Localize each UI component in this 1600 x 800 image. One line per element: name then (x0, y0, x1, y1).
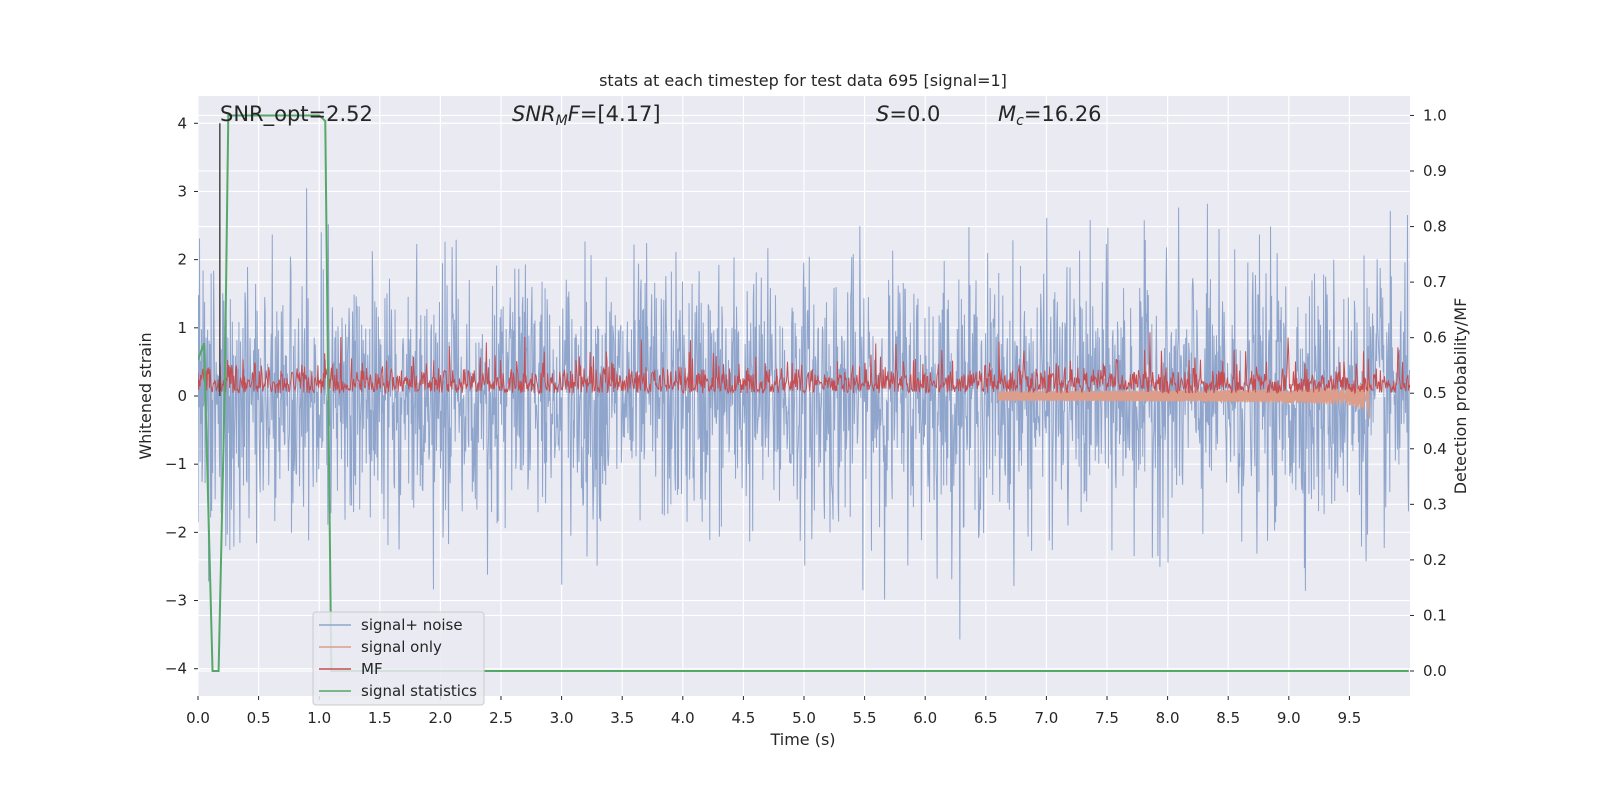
y-tick-label: 2 (177, 251, 187, 269)
x-tick-label: 2.0 (428, 709, 452, 727)
x-tick-label: 4.5 (731, 709, 755, 727)
y-tick-label: 1 (177, 319, 187, 337)
legend-label-signal-noise: signal+ noise (361, 616, 463, 634)
y-tick-label: 3 (177, 182, 187, 200)
y2-tick-label: 0.1 (1423, 606, 1447, 624)
series-signal-noise (198, 188, 1410, 640)
y-tick-label: −3 (165, 592, 187, 610)
x-tick-label: 8.0 (1156, 709, 1180, 727)
x-tick-label: 3.0 (550, 709, 574, 727)
x-tick-label: 8.5 (1216, 709, 1240, 727)
y-tick-label: −2 (165, 523, 187, 541)
annotation-snr-mf: SNRMF=[4.17] (512, 102, 661, 129)
legend: signal+ noise signal only MF signal stat… (312, 611, 485, 706)
y2-tick-label: 0.3 (1423, 495, 1447, 513)
y2-tick-label: 0.5 (1423, 384, 1447, 402)
x-tick-label: 7.0 (1034, 709, 1058, 727)
x-tick-label: 5.5 (853, 709, 877, 727)
x-tick-label: 5.0 (792, 709, 816, 727)
annotation-snr-opt: SNR_opt=2.52 (220, 102, 373, 127)
y-axis-ticks: 4 3 2 1 0 −1 −2 −3 −4 (165, 114, 198, 678)
y-axis-label: Whitened strain (136, 332, 155, 459)
x-tick-label: 4.0 (671, 709, 695, 727)
x-axis-label: Time (s) (769, 730, 835, 749)
y2-axis-ticks: 1.0 0.9 0.8 0.7 0.6 0.5 0.4 0.3 0.2 0.1 0.0 (1410, 106, 1447, 680)
x-tick-label: 0.0 (186, 709, 210, 727)
x-tick-label: 1.0 (307, 709, 331, 727)
y-tick-label: 4 (177, 114, 187, 132)
x-tick-label: 6.0 (913, 709, 937, 727)
legend-box (312, 611, 485, 706)
y2-tick-label: 0.9 (1423, 162, 1447, 180)
y2-axis-label: Detection probability/MF (1451, 298, 1470, 495)
y2-tick-label: 0.0 (1423, 662, 1447, 680)
series-signal-only (997, 378, 1371, 419)
y-tick-label: −4 (165, 660, 187, 678)
annotation-mc: Mc=16.26 (998, 102, 1102, 129)
x-tick-label: 6.5 (974, 709, 998, 727)
x-tick-label: 9.5 (1337, 709, 1361, 727)
y2-tick-label: 0.6 (1423, 329, 1447, 347)
legend-label-signal-statistics: signal statistics (361, 682, 477, 700)
annotation-s: S=0.0 (876, 102, 940, 126)
x-tick-label: 1.5 (368, 709, 392, 727)
legend-label-mf: MF (361, 660, 383, 678)
x-tick-label: 3.5 (610, 709, 634, 727)
y-tick-label: 0 (177, 387, 187, 405)
y2-tick-label: 1.0 (1423, 106, 1447, 124)
x-axis-ticks: 0.0 0.5 1.0 1.5 2.0 2.5 3.0 3.5 4.0 4.5 5.0 5.5 6.0 6… (186, 696, 1361, 727)
legend-label-signal-only: signal only (361, 638, 442, 656)
x-tick-label: 7.5 (1095, 709, 1119, 727)
y2-tick-label: 0.2 (1423, 551, 1447, 569)
y2-tick-label: 0.4 (1423, 440, 1447, 458)
x-tick-label: 2.5 (489, 709, 513, 727)
y2-tick-label: 0.7 (1423, 273, 1447, 291)
chart-title: stats at each timestep for test data 695… (599, 71, 1007, 90)
x-tick-label: 0.5 (247, 709, 271, 727)
series-mf (198, 332, 1410, 395)
x-tick-label: 9.0 (1277, 709, 1301, 727)
y2-tick-label: 0.8 (1423, 218, 1447, 236)
y-tick-label: −1 (165, 455, 187, 473)
